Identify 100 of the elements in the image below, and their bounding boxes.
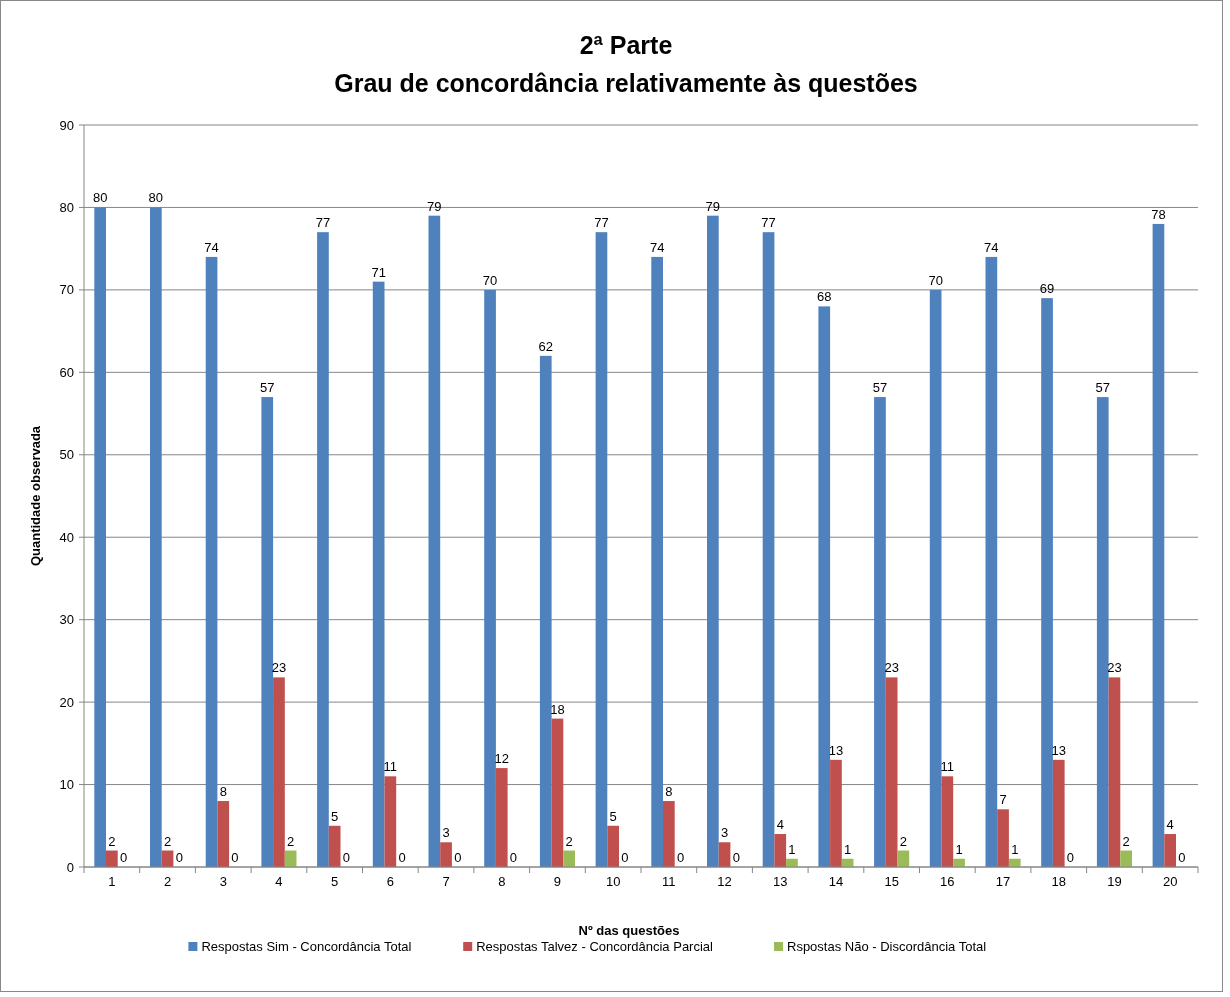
bar — [428, 215, 441, 867]
data-label: 7 — [999, 792, 1007, 808]
data-label: 62 — [538, 338, 553, 354]
data-label: 70 — [482, 272, 498, 288]
bar — [874, 397, 886, 867]
bar — [595, 232, 608, 867]
bar — [651, 256, 663, 867]
data-label: 74 — [984, 239, 999, 255]
x-tick-label: 9 — [553, 874, 562, 889]
y-tick-label: 80 — [59, 199, 74, 215]
x-tick-label: 6 — [386, 874, 394, 889]
bar — [150, 207, 162, 867]
x-tick-label: 1 — [108, 874, 116, 889]
data-label: 71 — [371, 264, 386, 280]
bar — [328, 825, 341, 867]
x-tick-label: 4 — [275, 874, 283, 889]
data-label: 80 — [148, 190, 164, 206]
bar — [551, 718, 564, 867]
bar — [94, 207, 106, 867]
data-label: 0 — [454, 850, 462, 865]
x-tick-label: 20 — [1162, 874, 1178, 889]
chart-title: 2ª Parte Grau de concordância relativamente às questões — [334, 31, 918, 97]
data-label: 77 — [761, 215, 776, 231]
data-label: 18 — [550, 701, 565, 717]
bar — [563, 850, 575, 867]
x-tick-label: 5 — [331, 874, 339, 889]
y-tick-label: 90 — [59, 117, 74, 133]
data-label: 11 — [383, 759, 398, 775]
bar — [217, 801, 230, 867]
data-label: 77 — [315, 215, 331, 231]
bar — [106, 850, 118, 867]
data-label: 1 — [788, 841, 796, 857]
data-label: 2 — [899, 833, 907, 849]
y-tick-label: 20 — [59, 694, 74, 710]
data-label: 23 — [1107, 660, 1122, 676]
bar — [495, 768, 508, 867]
data-label: 0 — [509, 850, 518, 865]
x-tick-label: 3 — [219, 874, 227, 889]
data-label: 8 — [219, 784, 227, 800]
bar — [273, 677, 285, 867]
x-tick-label: 12 — [717, 874, 732, 889]
data-label: 4 — [776, 817, 784, 833]
bar — [1152, 223, 1165, 867]
legend-label: Respostas Talvez - Concordância Parcial — [476, 939, 714, 954]
bar — [818, 306, 831, 867]
bar — [718, 842, 731, 867]
bar — [663, 801, 675, 867]
data-label: 2 — [565, 833, 573, 849]
x-tick-label: 8 — [498, 874, 506, 889]
data-label: 79 — [427, 198, 442, 214]
y-tick-label: 70 — [59, 282, 74, 298]
x-tick-label: 2 — [163, 874, 172, 889]
bar — [1052, 759, 1065, 867]
bar — [762, 232, 775, 867]
data-label: 0 — [119, 850, 128, 865]
data-label: 0 — [398, 850, 406, 865]
bar — [830, 759, 842, 867]
data-label: 70 — [928, 272, 943, 288]
data-label: 0 — [732, 850, 740, 865]
legend-label: Respostas Sim - Concordância Total — [201, 939, 412, 954]
data-label: 78 — [1151, 206, 1166, 222]
x-tick-label: 10 — [605, 874, 621, 889]
x-tick-label: 17 — [995, 874, 1011, 889]
data-label: 2 — [163, 833, 172, 849]
data-label: 0 — [621, 850, 629, 865]
bar — [607, 825, 619, 867]
data-label: 2 — [287, 833, 295, 849]
data-label: 0 — [676, 850, 685, 865]
bar — [941, 776, 954, 867]
data-label: 8 — [665, 784, 673, 800]
y-tick-label: 30 — [59, 612, 74, 628]
data-label: 5 — [331, 808, 339, 824]
bar — [1096, 397, 1109, 867]
bar — [707, 215, 719, 867]
data-label: 57 — [872, 380, 888, 396]
bar — [985, 256, 998, 867]
data-label: 0 — [1178, 850, 1186, 865]
bar — [317, 232, 329, 867]
y-tick-label: 10 — [59, 777, 74, 793]
data-label: 11 — [940, 759, 955, 775]
bar — [929, 289, 942, 867]
bar — [774, 834, 787, 867]
x-tick-label: 19 — [1107, 874, 1122, 889]
data-label: 0 — [175, 850, 183, 865]
data-label: 80 — [92, 190, 108, 206]
x-tick-label: 13 — [773, 874, 788, 889]
x-axis-title: Nº das questões — [578, 923, 680, 938]
x-tick-label: 15 — [884, 874, 899, 889]
data-label: 2 — [108, 833, 116, 849]
data-label: 68 — [817, 289, 832, 305]
x-tick-label: 14 — [828, 874, 844, 889]
bar — [897, 850, 910, 867]
data-label: 69 — [1039, 281, 1055, 297]
x-tick-label: 11 — [662, 874, 676, 889]
bar — [484, 289, 496, 867]
bar — [440, 842, 452, 867]
data-label: 3 — [442, 825, 450, 841]
y-tick-label: 0 — [66, 859, 74, 875]
bar — [997, 809, 1009, 867]
data-label: 0 — [1066, 850, 1075, 865]
